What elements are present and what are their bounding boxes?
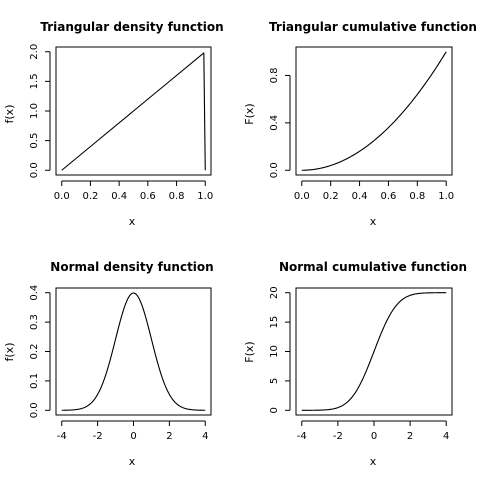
y-tick-label: 15 (269, 316, 280, 329)
x-tick-label: 0.0 (294, 191, 310, 202)
plot-frame (55, 287, 212, 416)
y-tick-label: 0.2 (29, 344, 40, 360)
y-tick-label: 0.3 (29, 314, 40, 330)
y-tick-label: 0.0 (29, 402, 40, 418)
y-axis-label: F(x) (243, 341, 256, 362)
y-tick-label: 0 (269, 407, 280, 413)
x-tick-label: 0.6 (140, 191, 156, 202)
x-tick-label: 0.8 (409, 191, 425, 202)
series-line (61, 52, 206, 171)
chart-title: Normal density function (50, 260, 213, 274)
x-tick-label: 2 (166, 431, 172, 442)
y-tick-label: 5 (269, 378, 280, 384)
x-tick-label: 1.0 (438, 191, 454, 202)
y-tick-label: 1.0 (29, 103, 40, 119)
y-tick-label: 0.0 (269, 162, 280, 178)
series-line (61, 292, 206, 411)
x-tick-label: 0.2 (82, 191, 98, 202)
y-tick-label: 0.4 (269, 115, 280, 131)
y-tick-label: 0.1 (29, 373, 40, 389)
y-tick-label: 0.4 (29, 285, 40, 301)
x-tick-label: 0 (130, 431, 136, 442)
x-tick-label: 0 (371, 431, 377, 442)
x-tick-label: 0.0 (54, 191, 70, 202)
x-tick-label: 2 (407, 431, 413, 442)
x-axis: -4 -2 0 2 4 (57, 420, 208, 442)
y-tick-label: 20 (269, 286, 280, 299)
x-tick-label: 0.6 (380, 191, 396, 202)
panel-normal-cumulative: Normal cumulative function x F(x) -4 -2 0 2… (243, 260, 467, 468)
x-axis-label: x (129, 215, 136, 228)
x-tick-label: -2 (93, 431, 103, 442)
x-tick-label: 1.0 (197, 191, 213, 202)
x-axis-label: x (129, 455, 136, 468)
x-tick-label: -4 (297, 431, 307, 442)
y-tick-label: 0.8 (269, 67, 280, 83)
x-axis: -4 -2 0 2 4 (297, 420, 449, 442)
plot-frame (295, 46, 453, 176)
panel-triangular-density: Triangular density function x f(x) 0.0 0.… (3, 20, 224, 228)
panel-normal-density: Normal density function x f(x) -4 -2 0 2 4 0.… (3, 260, 214, 468)
x-axis-label: x (370, 455, 377, 468)
series-line (301, 292, 447, 411)
y-axis-label: F(x) (243, 103, 256, 124)
y-axis: 0 5 10 15 20 (269, 286, 291, 413)
y-axis-label: f(x) (3, 343, 16, 362)
x-axis: 0.0 0.2 0.4 0.6 0.8 1.0 (294, 180, 454, 202)
chart-title: Triangular cumulative function (269, 20, 477, 34)
x-tick-label: 0.4 (352, 191, 368, 202)
x-tick-label: 0.2 (323, 191, 339, 202)
chart-title: Triangular density function (40, 20, 223, 34)
series-line (301, 51, 447, 171)
y-axis: 0.0 0.1 0.2 0.3 0.4 (29, 285, 51, 418)
plot-frame (55, 46, 212, 176)
x-tick-label: 4 (443, 431, 449, 442)
panel-triangular-cumulative: Triangular cumulative function x F(x) 0.… (243, 20, 477, 228)
plot-frame (295, 287, 453, 416)
x-tick-label: 0.4 (111, 191, 127, 202)
x-tick-label: 4 (202, 431, 208, 442)
y-axis: 0.0 0.5 1.0 1.5 2.0 (29, 44, 51, 178)
x-tick-label: 0.8 (169, 191, 185, 202)
y-tick-label: 0.0 (29, 162, 40, 178)
x-tick-label: -4 (57, 431, 67, 442)
y-tick-label: 1.5 (29, 73, 40, 89)
y-tick-label: 0.5 (29, 133, 40, 149)
y-axis: 0.0 0.4 0.8 (269, 67, 291, 178)
chart-title: Normal cumulative function (279, 260, 467, 274)
x-axis-label: x (370, 215, 377, 228)
y-axis-label: f(x) (3, 105, 16, 124)
x-axis: 0.0 0.2 0.4 0.6 0.8 1.0 (54, 180, 213, 202)
y-tick-label: 2.0 (29, 44, 40, 60)
x-tick-label: -2 (333, 431, 343, 442)
y-tick-label: 10 (269, 345, 280, 358)
